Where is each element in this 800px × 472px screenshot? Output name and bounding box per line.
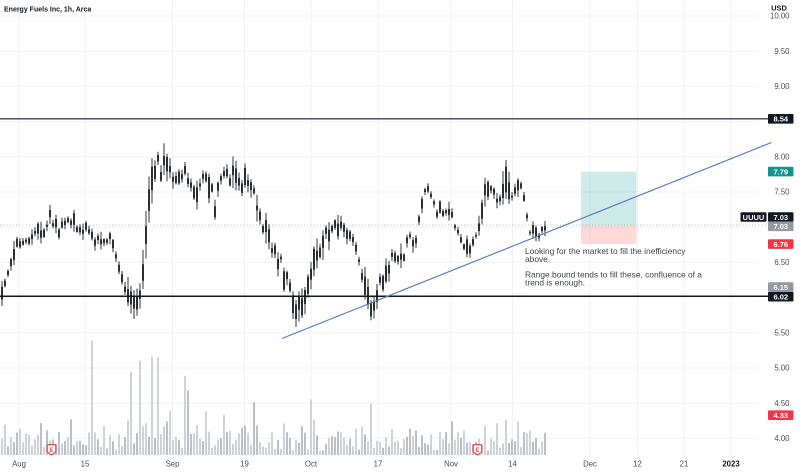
svg-text:Oct: Oct bbox=[305, 460, 318, 469]
svg-text:6.15: 6.15 bbox=[773, 283, 788, 292]
svg-text:6.50: 6.50 bbox=[774, 258, 790, 267]
svg-text:6.76: 6.76 bbox=[773, 240, 788, 249]
svg-text:E: E bbox=[475, 448, 479, 454]
svg-text:17: 17 bbox=[374, 460, 383, 469]
svg-text:UUUU: UUUU bbox=[743, 213, 765, 222]
svg-text:7.79: 7.79 bbox=[773, 168, 788, 177]
svg-text:5.50: 5.50 bbox=[774, 328, 790, 337]
svg-text:Nov: Nov bbox=[444, 460, 458, 469]
svg-text:8.54: 8.54 bbox=[773, 115, 788, 124]
svg-text:9.50: 9.50 bbox=[774, 47, 790, 56]
svg-text:4.00: 4.00 bbox=[774, 434, 790, 443]
svg-text:7.03: 7.03 bbox=[773, 213, 788, 222]
svg-text:Range bound tends to fill thes: Range bound tends to fill these, conflue… bbox=[525, 270, 702, 280]
svg-text:10.00: 10.00 bbox=[770, 12, 790, 21]
svg-text:trend is enough.: trend is enough. bbox=[525, 278, 585, 288]
svg-text:19: 19 bbox=[240, 460, 249, 469]
svg-text:4.50: 4.50 bbox=[774, 399, 790, 408]
svg-text:5.00: 5.00 bbox=[774, 364, 790, 373]
svg-text:Aug: Aug bbox=[12, 460, 26, 469]
svg-text:above.: above. bbox=[525, 254, 550, 264]
svg-text:4.33: 4.33 bbox=[773, 411, 788, 420]
svg-text:9.00: 9.00 bbox=[774, 82, 790, 91]
svg-text:7.03: 7.03 bbox=[773, 222, 788, 231]
svg-text:14: 14 bbox=[508, 460, 517, 469]
svg-text:Dec: Dec bbox=[583, 460, 597, 469]
svg-text:15: 15 bbox=[81, 460, 90, 469]
svg-text:Energy Fuels Inc, 1h, Arca: Energy Fuels Inc, 1h, Arca bbox=[4, 7, 91, 14]
svg-text:6.02: 6.02 bbox=[773, 293, 788, 302]
svg-text:7.50: 7.50 bbox=[774, 188, 790, 197]
svg-text:21: 21 bbox=[680, 460, 689, 469]
svg-text:2023: 2023 bbox=[722, 460, 740, 469]
svg-text:E: E bbox=[49, 448, 53, 454]
svg-text:Looking for the market to fill: Looking for the market to fill the ineff… bbox=[525, 246, 686, 256]
svg-text:8.00: 8.00 bbox=[774, 152, 790, 161]
svg-text:Sep: Sep bbox=[166, 460, 181, 469]
svg-text:USD: USD bbox=[771, 4, 787, 13]
svg-text:12: 12 bbox=[633, 460, 642, 469]
